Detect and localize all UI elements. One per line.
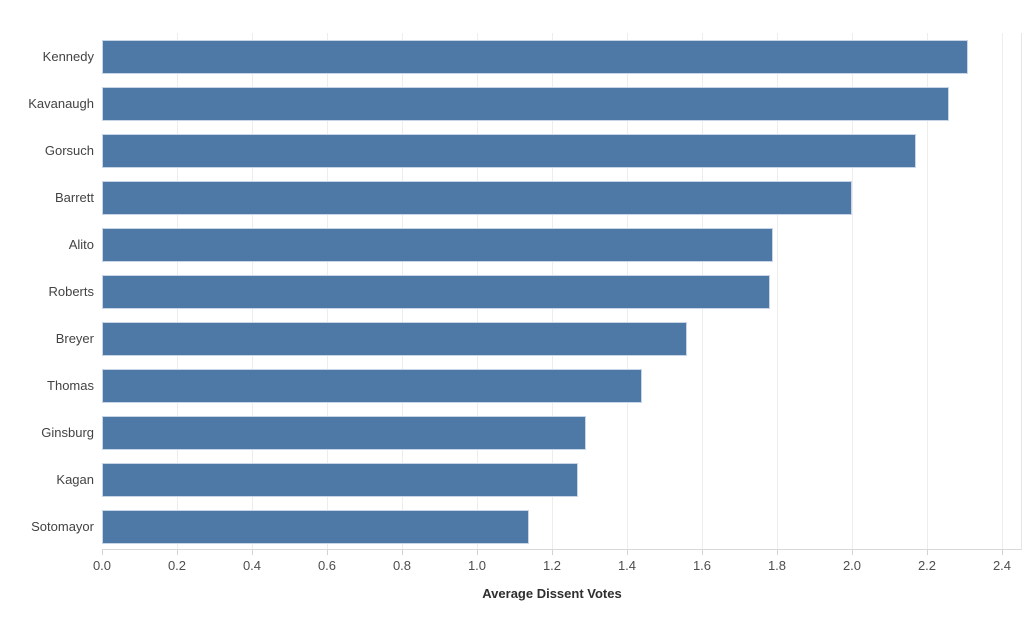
- bar-kennedy[interactable]: [102, 39, 968, 74]
- x-tick-label: 1.4: [617, 558, 637, 573]
- x-tick-label: 2.4: [992, 558, 1012, 573]
- gridline: [852, 33, 853, 549]
- x-axis-title: Average Dissent Votes: [482, 586, 622, 602]
- y-label-kagan[interactable]: Kagan: [56, 472, 94, 487]
- x-tick-mark: [102, 550, 103, 555]
- bar-barrett[interactable]: [102, 180, 852, 215]
- x-tick-mark: [702, 550, 703, 555]
- x-tick-label: 1.6: [692, 558, 712, 573]
- x-tick-label: 0.6: [317, 558, 337, 573]
- x-tick-mark: [477, 550, 478, 555]
- y-label-roberts[interactable]: Roberts: [48, 284, 94, 299]
- y-label-kavanaugh[interactable]: Kavanaugh: [28, 96, 94, 111]
- x-tick-mark: [777, 550, 778, 555]
- x-tick-label: 1.8: [767, 558, 787, 573]
- x-tick-label: 0.0: [92, 558, 112, 573]
- y-label-thomas[interactable]: Thomas: [47, 378, 94, 393]
- x-tick-mark: [852, 550, 853, 555]
- x-tick-mark: [402, 550, 403, 555]
- plot-area: [102, 33, 1022, 550]
- y-label-sotomayor[interactable]: Sotomayor: [31, 519, 94, 534]
- y-label-kennedy[interactable]: Kennedy: [42, 49, 94, 64]
- bar-gorsuch[interactable]: [102, 133, 916, 168]
- gridline: [927, 33, 928, 549]
- x-axis-title-row: Average Dissent Votes: [102, 585, 1022, 601]
- x-tick-mark: [627, 550, 628, 555]
- bar-roberts[interactable]: [102, 274, 770, 309]
- bar-kavanaugh[interactable]: [102, 86, 949, 121]
- x-tick-mark: [327, 550, 328, 555]
- bar-kagan[interactable]: [102, 462, 578, 497]
- y-label-alito[interactable]: Alito: [68, 237, 94, 252]
- bar-thomas[interactable]: [102, 368, 642, 403]
- x-tick-mark: [927, 550, 928, 555]
- y-label-gorsuch[interactable]: Gorsuch: [44, 143, 94, 158]
- gridline: [777, 33, 778, 549]
- bar-alito[interactable]: [102, 227, 773, 262]
- x-tick-label: 2.0: [842, 558, 862, 573]
- bar-breyer[interactable]: [102, 321, 687, 356]
- x-tick-label: 0.8: [392, 558, 412, 573]
- x-tick-label: 1.2: [542, 558, 562, 573]
- gridline: [1002, 33, 1003, 549]
- y-label-ginsburg[interactable]: Ginsburg: [41, 425, 94, 440]
- x-tick-mark: [552, 550, 553, 555]
- x-tick-mark: [177, 550, 178, 555]
- y-label-barrett[interactable]: Barrett: [54, 190, 94, 205]
- x-tick-label: 0.2: [167, 558, 187, 573]
- bar-ginsburg[interactable]: [102, 415, 586, 450]
- x-tick-label: 0.4: [242, 558, 262, 573]
- x-tick-mark: [252, 550, 253, 555]
- y-label-breyer[interactable]: Breyer: [55, 331, 94, 346]
- x-tick-mark: [1002, 550, 1003, 555]
- bar-sotomayor[interactable]: [102, 509, 529, 544]
- x-tick-label: 1.0: [467, 558, 487, 573]
- x-tick-label: 2.2: [917, 558, 937, 573]
